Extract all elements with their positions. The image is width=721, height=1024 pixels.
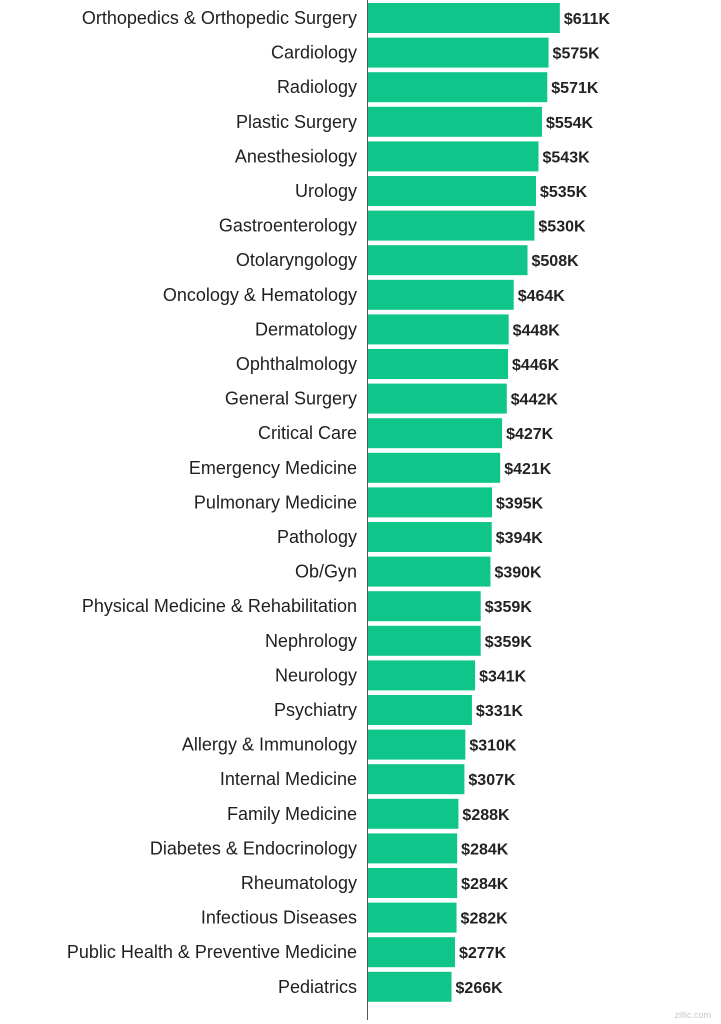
value-label: $277K xyxy=(459,945,507,962)
bar xyxy=(368,452,501,483)
category-label: Diabetes & Endocrinology xyxy=(150,838,357,858)
value-label: $442K xyxy=(511,392,559,409)
bar xyxy=(368,210,535,241)
category-label: Gastroenterology xyxy=(219,216,357,236)
bar xyxy=(368,937,455,968)
value-label: $266K xyxy=(456,980,504,997)
bar xyxy=(368,245,528,276)
value-label: $464K xyxy=(518,288,566,305)
value-label: $282K xyxy=(461,911,509,928)
value-labels-group: $611K $575K $571K $554K $543K $535K $530K $508K… xyxy=(456,11,611,997)
bar xyxy=(368,695,472,725)
category-label: Orthopedics & Orthopedic Surgery xyxy=(82,8,357,28)
category-label: Urology xyxy=(295,181,357,201)
bar xyxy=(368,833,458,864)
bar xyxy=(368,72,548,103)
value-label: $341K xyxy=(479,668,527,685)
category-label: Oncology & Hematology xyxy=(163,285,357,305)
bar xyxy=(368,487,493,518)
value-label: $284K xyxy=(461,876,509,893)
bar xyxy=(368,176,536,206)
value-label: $390K xyxy=(494,565,542,582)
value-label: $359K xyxy=(485,634,533,651)
value-label: $543K xyxy=(543,149,591,166)
value-label: $554K xyxy=(546,115,594,132)
category-label: Pediatrics xyxy=(278,977,357,997)
value-label: $288K xyxy=(462,807,510,824)
bar xyxy=(368,625,481,656)
value-label: $575K xyxy=(553,46,601,63)
value-label: $359K xyxy=(485,599,533,616)
value-label: $427K xyxy=(506,426,554,443)
bar xyxy=(368,798,459,829)
category-label: Cardiology xyxy=(271,43,357,63)
value-label: $395K xyxy=(496,495,544,512)
bar xyxy=(368,418,503,449)
category-label: Physical Medicine & Rehabilitation xyxy=(82,596,357,616)
category-label: Family Medicine xyxy=(227,804,357,824)
watermark: zillic.com xyxy=(674,1010,711,1020)
category-label: Pulmonary Medicine xyxy=(194,492,357,512)
bar xyxy=(368,314,509,345)
value-label: $394K xyxy=(496,530,544,547)
bars-group xyxy=(368,3,560,1002)
category-label: Anesthesiology xyxy=(235,146,357,166)
bar xyxy=(368,591,481,622)
bar xyxy=(368,3,560,33)
category-label: Pathology xyxy=(277,527,357,547)
category-label: Otolaryngology xyxy=(236,250,357,270)
value-label: $307K xyxy=(468,772,516,789)
value-label: $530K xyxy=(538,219,586,236)
category-label: Neurology xyxy=(275,665,357,685)
bar xyxy=(368,106,542,137)
category-label: Public Health & Preventive Medicine xyxy=(67,942,357,962)
category-label: Critical Care xyxy=(258,423,357,443)
category-label: Allergy & Immunology xyxy=(182,735,357,755)
bar xyxy=(368,764,465,795)
bar xyxy=(368,971,452,1002)
category-label: Plastic Surgery xyxy=(236,112,357,132)
category-label: Dermatology xyxy=(255,319,357,339)
bar xyxy=(368,279,514,310)
bar xyxy=(368,660,476,691)
value-label: $284K xyxy=(461,841,509,858)
category-label: Internal Medicine xyxy=(220,769,357,789)
category-label: Nephrology xyxy=(265,631,357,651)
bar xyxy=(368,729,466,760)
value-label: $535K xyxy=(540,184,588,201)
category-label: Rheumatology xyxy=(241,873,357,893)
bar xyxy=(368,141,539,172)
category-labels-group: Orthopedics & Orthopedic Surgery Cardiolo… xyxy=(67,8,357,997)
bar xyxy=(368,37,549,68)
value-label: $446K xyxy=(512,357,560,374)
category-label: General Surgery xyxy=(225,389,357,409)
value-label: $448K xyxy=(513,322,561,339)
category-label: Emergency Medicine xyxy=(189,458,357,478)
value-label: $611K xyxy=(564,11,611,28)
bar xyxy=(368,349,509,379)
value-label: $331K xyxy=(476,703,524,720)
category-label: Ob/Gyn xyxy=(295,562,357,582)
category-label: Infectious Diseases xyxy=(201,908,357,928)
bar xyxy=(368,556,491,587)
value-label: $421K xyxy=(504,461,552,478)
bar xyxy=(368,383,507,414)
category-label: Ophthalmology xyxy=(236,354,357,374)
category-label: Radiology xyxy=(277,77,357,97)
category-label: Psychiatry xyxy=(274,700,357,720)
value-label: $310K xyxy=(469,738,517,755)
bar xyxy=(368,868,458,898)
value-label: $571K xyxy=(551,80,599,97)
value-label: $508K xyxy=(532,253,580,270)
bar xyxy=(368,522,492,552)
bar xyxy=(368,902,457,933)
